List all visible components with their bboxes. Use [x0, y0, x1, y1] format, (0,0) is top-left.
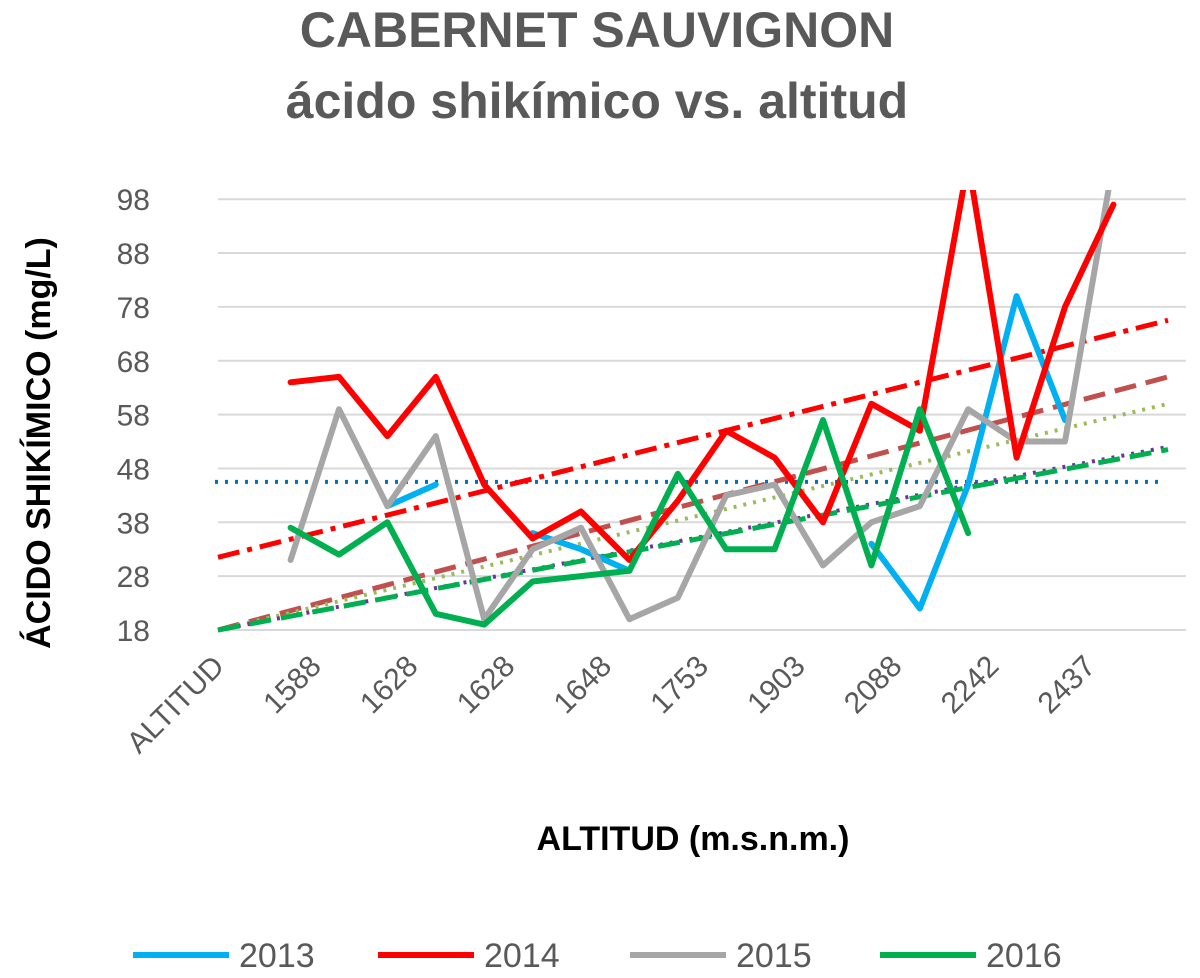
legend-label: 2014: [484, 937, 560, 975]
x-tick-label: 1628: [451, 650, 522, 721]
legend: 2013 2014 2015 2016: [133, 937, 1062, 975]
legend-label: 2013: [239, 937, 315, 975]
gridlines: [218, 198, 1186, 631]
chart-title: CABERNET SAUVIGNON: [300, 2, 894, 58]
x-tick-label: 2242: [935, 650, 1006, 721]
y-tick-label: 78: [117, 292, 150, 325]
y-tick-label: 88: [117, 238, 150, 271]
y-tick-label: 48: [117, 453, 150, 486]
y-tick-labels: 98 88 78 68 58 48 38 28 18: [117, 184, 150, 648]
x-tick-label: 2088: [838, 650, 909, 721]
y-tick-label: 68: [117, 346, 150, 379]
trend-line: [217, 317, 1169, 560]
x-tick-label: 1903: [741, 650, 812, 721]
x-tick-label: 1753: [644, 650, 715, 721]
legend-label: 2016: [986, 937, 1062, 975]
y-tick-label: 28: [117, 561, 150, 594]
x-axis-title: ALTITUD (m.s.n.m.): [537, 820, 850, 858]
legend-label: 2015: [736, 937, 812, 975]
y-axis-title: ÁCIDO SHIKÍMICO (mg/L): [20, 237, 58, 649]
y-tick-label: 58: [117, 400, 150, 433]
trend-line: [217, 401, 1169, 632]
series-line-2013: [868, 293, 1068, 612]
y-tick-label: 98: [117, 184, 150, 217]
y-tick-label: 18: [117, 615, 150, 648]
x-tick-label: 1648: [548, 650, 619, 721]
trend-line: [217, 447, 1169, 633]
series-line-2014: [287, 190, 1117, 563]
series-line-2015: [287, 190, 1112, 623]
x-tick-label: 1588: [257, 650, 328, 721]
series-line-2013: [384, 481, 439, 510]
x-tick-label: 1628: [354, 650, 425, 721]
chart-subtitle: ácido shikímico vs. altitud: [286, 73, 908, 129]
series-line-2013: [529, 530, 633, 574]
trend-lines: [215, 317, 1169, 633]
x-tick-labels: ALTITUD 1588 1628 1628 1648 1753 1903 2088 2242 2…: [121, 650, 1102, 760]
x-tick-label: 2437: [1032, 650, 1103, 721]
series-lines: [287, 190, 1117, 628]
y-tick-label: 38: [117, 507, 150, 540]
x-tick-label: ALTITUD: [121, 650, 231, 760]
series-line-2016: [287, 406, 972, 628]
